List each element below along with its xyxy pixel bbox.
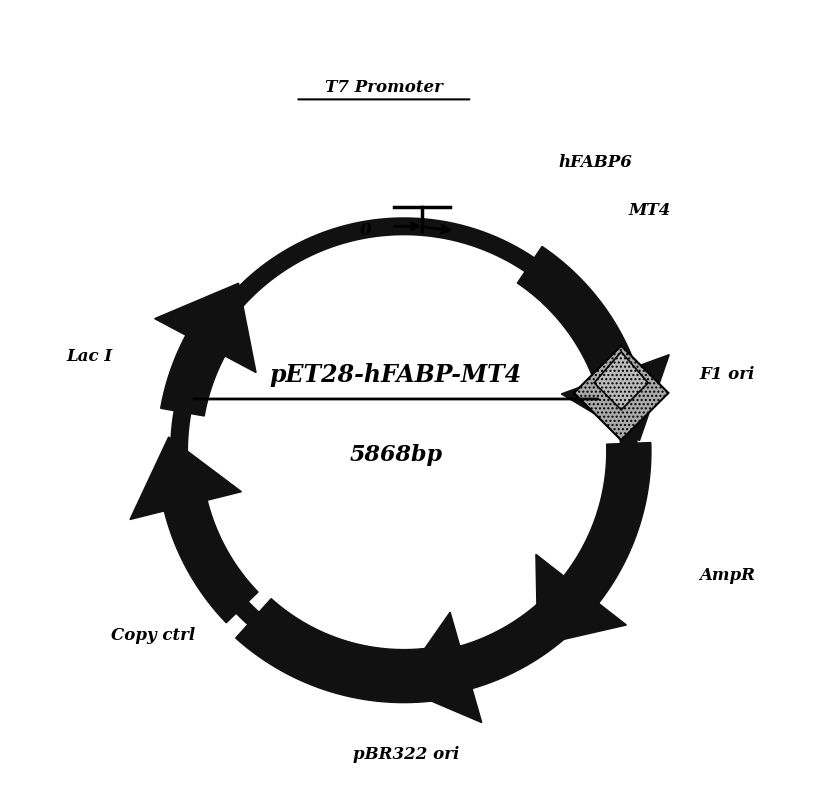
Text: 5868bp: 5868bp [349, 444, 443, 466]
Polygon shape [155, 283, 256, 416]
Text: 0: 0 [360, 222, 371, 239]
Text: Lac I: Lac I [66, 348, 112, 365]
Text: hFABP6: hFABP6 [558, 153, 632, 171]
Polygon shape [594, 352, 648, 410]
Polygon shape [536, 442, 651, 646]
Text: Copy ctrl: Copy ctrl [111, 627, 196, 645]
Text: pBR322 ori: pBR322 ori [353, 746, 459, 763]
Text: F1 ori: F1 ori [700, 367, 755, 384]
Polygon shape [574, 346, 669, 440]
Text: pET28-hFABP-MT4: pET28-hFABP-MT4 [270, 363, 522, 387]
Text: MT4: MT4 [629, 202, 671, 218]
Polygon shape [517, 247, 669, 441]
Text: AmpR: AmpR [700, 567, 755, 584]
Polygon shape [236, 599, 456, 703]
Polygon shape [130, 437, 258, 623]
Text: T7 Promoter: T7 Promoter [325, 79, 443, 96]
Polygon shape [398, 587, 587, 723]
